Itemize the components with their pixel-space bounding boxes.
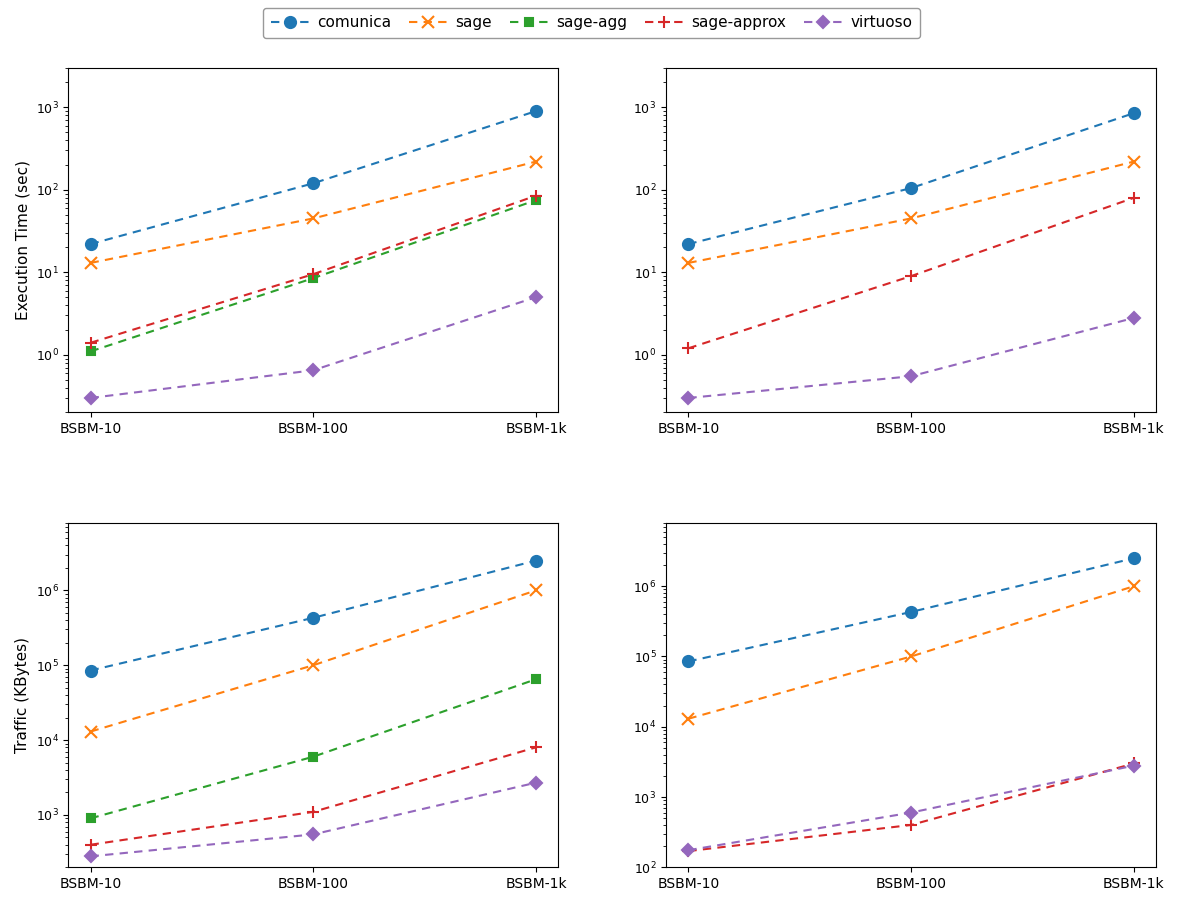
sage-agg [84, 346, 98, 357]
comunica [1126, 553, 1140, 564]
comunica [904, 183, 918, 194]
Y-axis label: Execution Time (sec): Execution Time (sec) [15, 160, 30, 320]
sage [904, 213, 918, 224]
Line: virtuoso: virtuoso [86, 778, 541, 861]
sage [904, 651, 918, 662]
comunica [529, 106, 543, 117]
Line: comunica: comunica [85, 555, 542, 676]
sage-approx [306, 269, 321, 280]
Line: sage-approx: sage-approx [85, 190, 542, 348]
comunica [681, 656, 696, 667]
sage-agg [306, 751, 321, 762]
sage [306, 660, 321, 670]
Line: virtuoso: virtuoso [684, 313, 1138, 402]
Line: sage: sage [683, 581, 1139, 724]
virtuoso [529, 777, 543, 788]
Line: sage-agg: sage-agg [86, 196, 541, 355]
comunica [681, 238, 696, 249]
Line: virtuoso: virtuoso [86, 293, 541, 402]
sage-agg [84, 813, 98, 824]
comunica [306, 612, 321, 623]
virtuoso [904, 807, 918, 818]
sage [84, 257, 98, 268]
Line: sage: sage [85, 156, 542, 268]
sage [1126, 156, 1140, 167]
virtuoso [84, 392, 98, 403]
sage-approx [904, 820, 918, 831]
virtuoso [1126, 760, 1140, 771]
Line: sage: sage [85, 584, 542, 737]
sage [681, 713, 696, 724]
sage-agg [306, 273, 321, 284]
virtuoso [84, 851, 98, 862]
sage [1126, 581, 1140, 592]
sage-approx [904, 271, 918, 282]
Line: sage-approx: sage-approx [683, 192, 1139, 354]
virtuoso [529, 292, 543, 303]
sage [529, 156, 543, 167]
sage-approx [84, 337, 98, 348]
sage [84, 726, 98, 737]
sage-approx [529, 190, 543, 201]
Line: sage-agg: sage-agg [86, 675, 541, 823]
comunica [1126, 108, 1140, 119]
virtuoso [904, 371, 918, 381]
Line: comunica: comunica [683, 553, 1139, 667]
sage-approx [84, 839, 98, 850]
sage [529, 585, 543, 596]
comunica [306, 178, 321, 188]
Legend: comunica, sage, sage-agg, sage-approx, virtuoso: comunica, sage, sage-agg, sage-approx, v… [264, 7, 919, 38]
Line: comunica: comunica [85, 105, 542, 250]
sage-agg [529, 674, 543, 685]
comunica [84, 665, 98, 676]
virtuoso [1126, 313, 1140, 323]
virtuoso [306, 829, 321, 840]
Line: sage-approx: sage-approx [85, 742, 542, 851]
Y-axis label: Traffic (KBytes): Traffic (KBytes) [15, 637, 30, 753]
comunica [904, 606, 918, 617]
sage-approx [306, 806, 321, 817]
sage [306, 213, 321, 224]
sage [681, 257, 696, 268]
Line: comunica: comunica [683, 108, 1139, 250]
comunica [84, 238, 98, 249]
sage-approx [681, 845, 696, 856]
virtuoso [681, 844, 696, 855]
Line: sage: sage [683, 156, 1139, 268]
sage-agg [529, 195, 543, 206]
sage-approx [681, 342, 696, 353]
sage-approx [1126, 192, 1140, 203]
Line: sage-approx: sage-approx [683, 758, 1139, 857]
sage-approx [529, 742, 543, 753]
virtuoso [306, 365, 321, 376]
sage-approx [1126, 758, 1140, 769]
Line: virtuoso: virtuoso [684, 761, 1138, 854]
comunica [529, 555, 543, 566]
virtuoso [681, 392, 696, 403]
